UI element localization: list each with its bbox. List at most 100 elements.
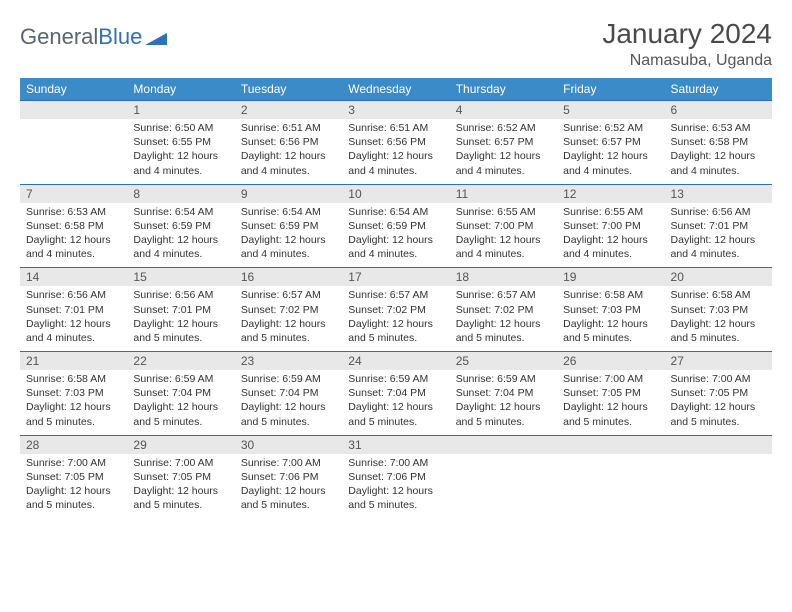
calendar-day-cell: 11Sunrise: 6:55 AMSunset: 7:00 PMDayligh… [450, 184, 557, 268]
day-number: 20 [665, 268, 772, 286]
day-line-sunset: Sunset: 6:56 PM [241, 135, 336, 149]
weekday-header: Wednesday [342, 78, 449, 101]
day-line-sunset: Sunset: 6:57 PM [563, 135, 658, 149]
day-line-day1: Daylight: 12 hours [133, 400, 228, 414]
day-content: Sunrise: 7:00 AMSunset: 7:06 PMDaylight:… [342, 454, 449, 519]
day-line-sunrise: Sunrise: 6:59 AM [241, 372, 336, 386]
day-line-sunset: Sunset: 7:04 PM [133, 386, 228, 400]
day-line-sunrise: Sunrise: 6:57 AM [348, 288, 443, 302]
day-content: Sunrise: 7:00 AMSunset: 7:05 PMDaylight:… [20, 454, 127, 519]
header: GeneralBlue January 2024 Namasuba, Ugand… [20, 18, 772, 70]
day-line-day1: Daylight: 12 hours [26, 484, 121, 498]
day-line-day2: and 5 minutes. [456, 415, 551, 429]
day-number: 31 [342, 436, 449, 454]
weekday-header: Thursday [450, 78, 557, 101]
calendar-day-cell: 14Sunrise: 6:56 AMSunset: 7:01 PMDayligh… [20, 268, 127, 352]
day-content: Sunrise: 6:51 AMSunset: 6:56 PMDaylight:… [235, 119, 342, 184]
month-title: January 2024 [602, 18, 772, 50]
day-line-day2: and 5 minutes. [456, 331, 551, 345]
day-line-sunrise: Sunrise: 6:58 AM [563, 288, 658, 302]
day-line-sunset: Sunset: 7:02 PM [241, 303, 336, 317]
day-line-day2: and 5 minutes. [241, 331, 336, 345]
day-line-sunset: Sunset: 6:59 PM [133, 219, 228, 233]
day-line-sunset: Sunset: 6:59 PM [348, 219, 443, 233]
day-number: 19 [557, 268, 664, 286]
day-number: 27 [665, 352, 772, 370]
day-content: Sunrise: 6:56 AMSunset: 7:01 PMDaylight:… [665, 203, 772, 268]
weekday-header: Tuesday [235, 78, 342, 101]
day-line-day2: and 5 minutes. [348, 415, 443, 429]
day-number: 24 [342, 352, 449, 370]
calendar-day-cell: 1Sunrise: 6:50 AMSunset: 6:55 PMDaylight… [127, 101, 234, 185]
day-number: 14 [20, 268, 127, 286]
day-line-day1: Daylight: 12 hours [456, 317, 551, 331]
day-line-day1: Daylight: 12 hours [26, 233, 121, 247]
day-number: 25 [450, 352, 557, 370]
day-line-day2: and 4 minutes. [563, 164, 658, 178]
calendar-day-cell: 24Sunrise: 6:59 AMSunset: 7:04 PMDayligh… [342, 352, 449, 436]
day-line-sunset: Sunset: 7:03 PM [563, 303, 658, 317]
day-content: Sunrise: 6:53 AMSunset: 6:58 PMDaylight:… [20, 203, 127, 268]
day-line-day1: Daylight: 12 hours [348, 233, 443, 247]
calendar-day-cell: 26Sunrise: 7:00 AMSunset: 7:05 PMDayligh… [557, 352, 664, 436]
calendar-day-cell: 7Sunrise: 6:53 AMSunset: 6:58 PMDaylight… [20, 184, 127, 268]
calendar-day-cell [20, 101, 127, 185]
day-line-day2: and 4 minutes. [456, 247, 551, 261]
day-line-day1: Daylight: 12 hours [241, 149, 336, 163]
weekday-header: Sunday [20, 78, 127, 101]
day-content: Sunrise: 6:59 AMSunset: 7:04 PMDaylight:… [342, 370, 449, 435]
day-line-sunrise: Sunrise: 6:58 AM [671, 288, 766, 302]
day-line-sunrise: Sunrise: 6:54 AM [133, 205, 228, 219]
day-line-sunrise: Sunrise: 6:56 AM [26, 288, 121, 302]
day-line-sunrise: Sunrise: 6:59 AM [456, 372, 551, 386]
day-line-sunset: Sunset: 6:58 PM [26, 219, 121, 233]
day-line-sunset: Sunset: 7:06 PM [241, 470, 336, 484]
day-content: Sunrise: 6:53 AMSunset: 6:58 PMDaylight:… [665, 119, 772, 184]
calendar-day-cell: 4Sunrise: 6:52 AMSunset: 6:57 PMDaylight… [450, 101, 557, 185]
calendar-day-cell: 17Sunrise: 6:57 AMSunset: 7:02 PMDayligh… [342, 268, 449, 352]
day-number: 13 [665, 185, 772, 203]
calendar-day-cell: 6Sunrise: 6:53 AMSunset: 6:58 PMDaylight… [665, 101, 772, 185]
calendar-day-cell: 19Sunrise: 6:58 AMSunset: 7:03 PMDayligh… [557, 268, 664, 352]
calendar-day-cell: 12Sunrise: 6:55 AMSunset: 7:00 PMDayligh… [557, 184, 664, 268]
day-line-sunset: Sunset: 7:00 PM [456, 219, 551, 233]
day-line-sunrise: Sunrise: 6:54 AM [348, 205, 443, 219]
day-line-day1: Daylight: 12 hours [348, 484, 443, 498]
day-line-sunset: Sunset: 7:04 PM [456, 386, 551, 400]
day-line-sunrise: Sunrise: 6:50 AM [133, 121, 228, 135]
calendar-day-cell: 9Sunrise: 6:54 AMSunset: 6:59 PMDaylight… [235, 184, 342, 268]
logo-text-2: Blue [98, 24, 142, 50]
day-number: 21 [20, 352, 127, 370]
day-line-day1: Daylight: 12 hours [133, 233, 228, 247]
day-line-sunrise: Sunrise: 6:55 AM [456, 205, 551, 219]
day-line-day1: Daylight: 12 hours [456, 233, 551, 247]
day-content: Sunrise: 6:57 AMSunset: 7:02 PMDaylight:… [235, 286, 342, 351]
day-number: 17 [342, 268, 449, 286]
day-content: Sunrise: 7:00 AMSunset: 7:05 PMDaylight:… [127, 454, 234, 519]
day-line-day2: and 5 minutes. [348, 498, 443, 512]
day-number: 12 [557, 185, 664, 203]
day-line-sunset: Sunset: 7:05 PM [563, 386, 658, 400]
day-line-sunset: Sunset: 7:05 PM [133, 470, 228, 484]
day-number: 30 [235, 436, 342, 454]
day-line-sunrise: Sunrise: 6:51 AM [348, 121, 443, 135]
day-line-day2: and 4 minutes. [241, 164, 336, 178]
day-line-sunset: Sunset: 7:05 PM [26, 470, 121, 484]
day-line-day1: Daylight: 12 hours [133, 317, 228, 331]
day-line-sunrise: Sunrise: 6:57 AM [241, 288, 336, 302]
day-content: Sunrise: 6:54 AMSunset: 6:59 PMDaylight:… [235, 203, 342, 268]
day-content: Sunrise: 7:00 AMSunset: 7:05 PMDaylight:… [557, 370, 664, 435]
day-number [665, 436, 772, 454]
day-line-day2: and 5 minutes. [563, 331, 658, 345]
day-content: Sunrise: 6:54 AMSunset: 6:59 PMDaylight:… [342, 203, 449, 268]
day-content: Sunrise: 6:56 AMSunset: 7:01 PMDaylight:… [127, 286, 234, 351]
day-line-day1: Daylight: 12 hours [241, 317, 336, 331]
day-line-day1: Daylight: 12 hours [671, 317, 766, 331]
day-number: 22 [127, 352, 234, 370]
day-line-day2: and 4 minutes. [241, 247, 336, 261]
day-line-day2: and 5 minutes. [563, 415, 658, 429]
weekday-header-row: SundayMondayTuesdayWednesdayThursdayFrid… [20, 78, 772, 101]
day-number [20, 101, 127, 119]
day-line-sunset: Sunset: 7:05 PM [671, 386, 766, 400]
day-line-day2: and 5 minutes. [348, 331, 443, 345]
